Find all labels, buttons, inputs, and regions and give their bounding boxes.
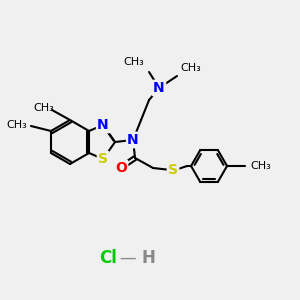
Text: CH₃: CH₃ — [250, 161, 271, 171]
Text: N: N — [153, 81, 165, 95]
Text: CH₃: CH₃ — [123, 57, 144, 67]
Text: S: S — [168, 163, 178, 177]
Text: N: N — [97, 118, 109, 132]
Text: Cl: Cl — [99, 249, 117, 267]
Text: CH₃: CH₃ — [34, 103, 54, 113]
Text: CH₃: CH₃ — [180, 63, 201, 73]
Text: H: H — [141, 249, 155, 267]
Text: —: — — [120, 249, 136, 267]
Text: CH₃: CH₃ — [6, 120, 27, 130]
Text: O: O — [115, 161, 127, 175]
Text: S: S — [98, 152, 108, 166]
Text: N: N — [127, 133, 139, 147]
